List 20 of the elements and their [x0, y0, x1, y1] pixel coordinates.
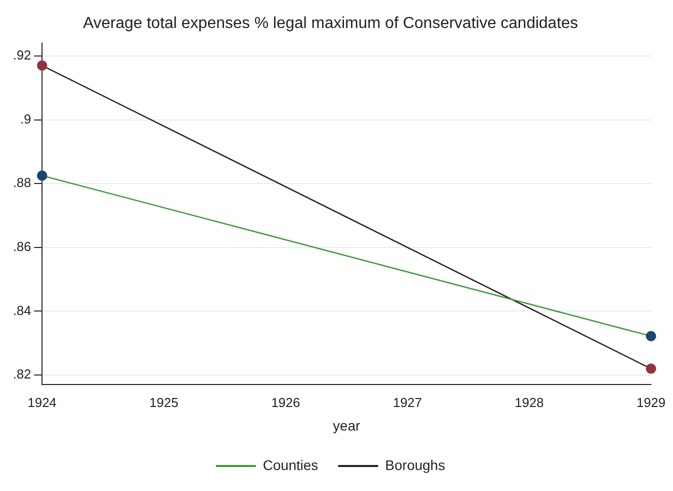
y-tick-label: .86 [12, 238, 32, 254]
x-axis-title: year [332, 417, 360, 434]
y-tick-label: .84 [12, 302, 32, 318]
point [36, 170, 48, 181]
x-tick-label: 1929 [636, 394, 666, 410]
y-tick-label: .82 [12, 366, 32, 382]
point [36, 60, 48, 71]
y-tick-label: .88 [12, 175, 32, 190]
x-tick-label: 1927 [392, 394, 422, 410]
point [646, 363, 656, 374]
x-tick-label: 1924 [28, 394, 57, 410]
y-tick-label: .9 [20, 111, 32, 126]
y-tick-label: .92 [12, 48, 32, 63]
chart-title: Average total expenses % legal maximum of Conservative candidates [82, 15, 578, 32]
legend-label: Boroughs [385, 456, 446, 473]
x-tick-label: 1925 [149, 394, 178, 410]
legend-label: Counties [262, 456, 318, 473]
point [646, 330, 656, 342]
x-tick-label: 1928 [514, 394, 544, 410]
x-tick-label: 1926 [271, 394, 300, 410]
